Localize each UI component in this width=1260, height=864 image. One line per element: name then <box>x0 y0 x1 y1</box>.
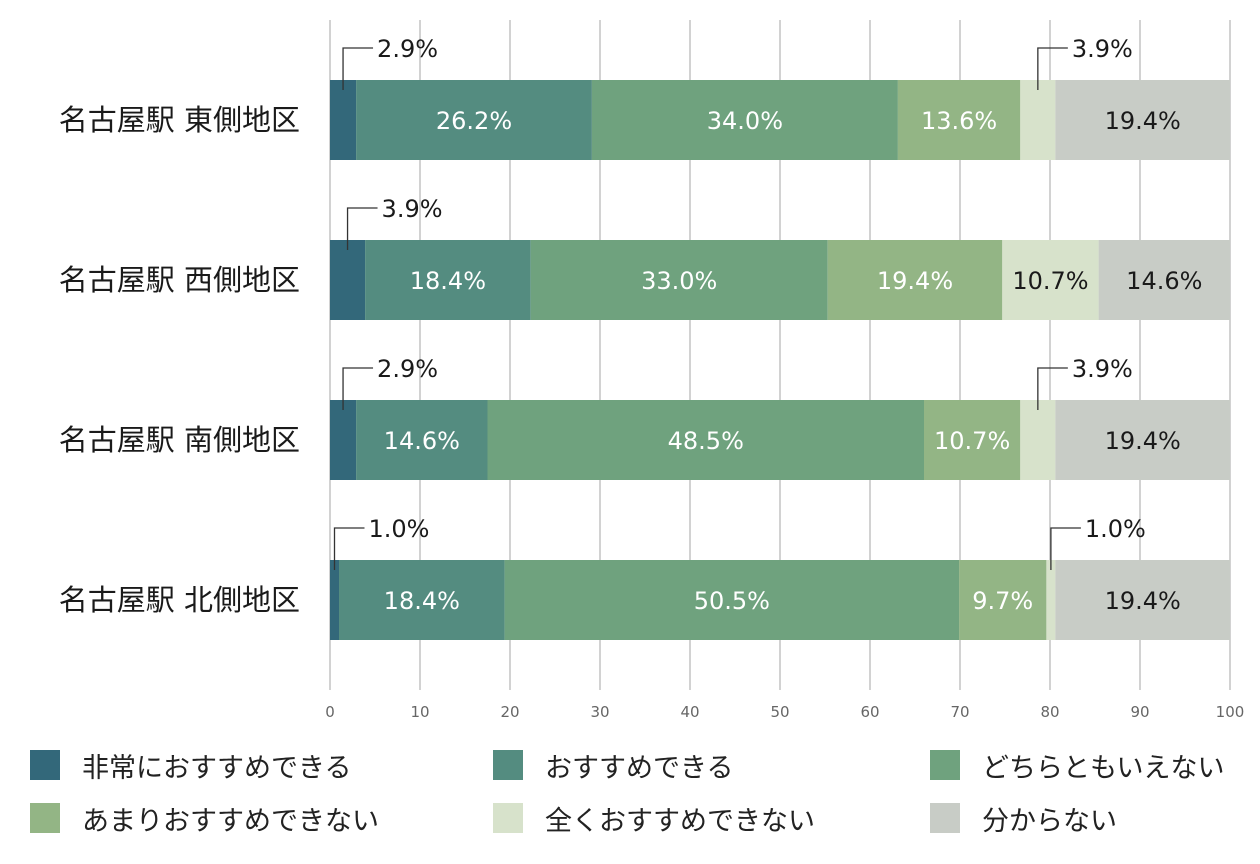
bar-segment <box>1020 400 1056 480</box>
data-label: 3.9% <box>1072 35 1133 63</box>
x-tick-label: 60 <box>860 703 879 721</box>
data-label: 10.7% <box>1012 267 1088 295</box>
bar-segment <box>1055 80 1230 160</box>
data-label: 19.4% <box>1105 107 1181 135</box>
chart-legend: 非常におすすめできる おすすめできる どちらともいえないあまりおすすめできない 全くお… <box>0 740 1260 864</box>
bar-segment <box>959 560 1047 640</box>
label-leader-line <box>342 47 374 90</box>
data-label: 2.9% <box>377 35 438 63</box>
x-tick-label: 30 <box>590 703 609 721</box>
bar-segment <box>330 400 357 480</box>
x-tick-label: 100 <box>1216 703 1245 721</box>
legend-swatch <box>493 750 523 780</box>
legend-label: おすすめできる <box>545 752 734 784</box>
stacked-bar-chart: 2.9% 26.2% 34.0% 13.6% 3.9% 19.4% 3.9% 18.4% 33.… <box>59 20 1245 721</box>
data-label: 13.6% <box>921 107 997 135</box>
x-tick-label: 80 <box>1040 703 1059 721</box>
legend-label: 分からない <box>982 805 1117 837</box>
data-label: 34.0% <box>707 107 783 135</box>
x-tick-label: 40 <box>680 703 699 721</box>
bar-segment <box>330 240 366 320</box>
label-leader-line <box>333 527 365 570</box>
data-label: 19.4% <box>1105 587 1181 615</box>
bar-segment <box>330 80 357 160</box>
data-label: 3.9% <box>382 195 443 223</box>
label-leader-line <box>1037 367 1068 410</box>
data-label: 50.5% <box>694 587 770 615</box>
x-tick-label: 90 <box>1130 703 1149 721</box>
bar-segment <box>339 560 505 640</box>
data-label: 1.0% <box>1085 515 1146 543</box>
category-label: 名古屋駅 東側地区 <box>59 103 300 137</box>
x-tick-label: 50 <box>770 703 789 721</box>
bar-segment <box>356 80 592 160</box>
data-label: 26.2% <box>436 107 512 135</box>
bar-segment <box>827 240 1003 320</box>
data-label: 14.6% <box>1126 267 1202 295</box>
bar-segment <box>487 400 924 480</box>
category-label: 名古屋駅 西側地区 <box>59 263 300 297</box>
label-leader-line <box>1050 527 1081 570</box>
legend-item: 全くおすすめできない <box>493 798 815 838</box>
bar-segment <box>365 240 531 320</box>
bar-segment <box>504 560 960 640</box>
legend-swatch <box>493 803 523 833</box>
data-label: 19.4% <box>1105 427 1181 455</box>
bar-segment <box>1055 560 1230 640</box>
data-label: 33.0% <box>641 267 717 295</box>
bar-segment <box>924 400 1021 480</box>
bar-segment <box>591 80 898 160</box>
data-label: 10.7% <box>934 427 1010 455</box>
data-label: 1.0% <box>369 515 430 543</box>
legend-item: 非常におすすめできる <box>30 745 351 785</box>
bar-segment <box>1098 240 1230 320</box>
legend-swatch <box>30 750 60 780</box>
bar-segment <box>1020 80 1056 160</box>
legend-item: あまりおすすめできない <box>30 798 379 838</box>
legend-label: どちらともいえない <box>982 752 1225 784</box>
data-label: 18.4% <box>410 267 486 295</box>
category-label: 名古屋駅 北側地区 <box>59 583 300 617</box>
label-leader-line <box>1037 47 1068 90</box>
data-label: 2.9% <box>377 355 438 383</box>
x-tick-label: 20 <box>500 703 519 721</box>
bar-segment <box>1002 240 1099 320</box>
data-label: 14.6% <box>384 427 460 455</box>
category-label: 名古屋駅 南側地区 <box>59 423 300 457</box>
bar-segment <box>897 80 1021 160</box>
x-tick-label: 70 <box>950 703 969 721</box>
label-leader-line <box>342 367 374 410</box>
legend-item: 分からない <box>930 798 1117 838</box>
bar-segment <box>1055 400 1230 480</box>
x-tick-label: 0 <box>325 703 335 721</box>
data-label: 48.5% <box>668 427 744 455</box>
data-label: 19.4% <box>877 267 953 295</box>
legend-swatch <box>930 803 960 833</box>
bar-segment <box>330 560 339 640</box>
legend-swatch <box>930 750 960 780</box>
x-tick-label: 10 <box>410 703 429 721</box>
data-label: 9.7% <box>972 587 1033 615</box>
bar-segment <box>1046 560 1056 640</box>
legend-label: 非常におすすめできる <box>82 752 352 784</box>
bar-segment <box>530 240 828 320</box>
legend-item: どちらともいえない <box>930 745 1224 785</box>
bar-segment <box>356 400 488 480</box>
legend-swatch <box>30 803 60 833</box>
data-label: 18.4% <box>384 587 460 615</box>
legend-label: あまりおすすめできない <box>82 805 379 837</box>
legend-label: 全くおすすめできない <box>545 805 815 837</box>
data-label: 3.9% <box>1072 355 1133 383</box>
label-leader-line <box>346 207 378 250</box>
legend-item: おすすめできる <box>493 745 733 785</box>
